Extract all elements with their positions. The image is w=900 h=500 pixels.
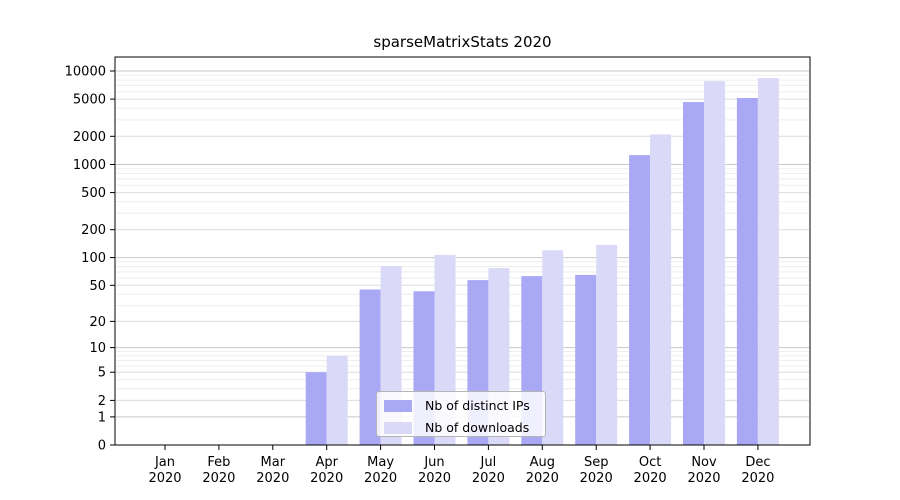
bar-apr-ips	[305, 372, 327, 445]
x-tick-label-month: Feb	[207, 455, 230, 470]
x-tick-label-month: Dec	[745, 455, 770, 470]
x-tick-label-month: Nov	[691, 455, 717, 470]
x-tick-label-month: May	[367, 455, 394, 470]
x-tick-label-month: Apr	[315, 455, 338, 470]
y-tick-label: 1000	[73, 158, 106, 173]
x-tick-label-year: 2020	[741, 471, 774, 486]
bar-aug-downloads	[542, 250, 564, 445]
y-tick-label: 20	[89, 315, 106, 330]
legend-swatch-distinct-ips	[384, 399, 412, 412]
y-tick-label: 2	[98, 394, 106, 409]
legend: Nb of distinct IPs Nb of downloads	[376, 391, 546, 437]
legend-item-distinct-ips: Nb of distinct IPs	[384, 396, 545, 415]
y-tick-label: 50	[89, 279, 106, 294]
x-tick-label-year: 2020	[148, 471, 181, 486]
legend-swatch-downloads	[384, 421, 412, 434]
x-tick-label-month: Jul	[480, 455, 497, 470]
y-tick-label: 100	[81, 251, 106, 266]
x-tick-label-year: 2020	[472, 471, 505, 486]
x-tick-label-year: 2020	[634, 471, 667, 486]
bar-sep-ips	[575, 274, 597, 445]
bar-nov-ips	[683, 102, 704, 445]
bar-may-ips	[359, 289, 381, 445]
bar-oct-downloads	[650, 134, 672, 445]
x-tick-label-year: 2020	[687, 471, 720, 486]
plot-border	[114, 56, 811, 446]
x-tick-label-month: Sep	[584, 455, 609, 470]
legend-label-distinct-ips: Nb of distinct IPs	[425, 398, 530, 413]
x-tick-label-year: 2020	[580, 471, 613, 486]
bar-nov-downloads	[704, 81, 725, 445]
x-tick-label-month: Mar	[261, 455, 286, 470]
x-tick-label-year: 2020	[256, 471, 289, 486]
y-tick-label: 0	[98, 439, 106, 454]
x-tick-label-year: 2020	[418, 471, 451, 486]
bar-dec-downloads	[757, 78, 779, 445]
x-tick-label-month: Jun	[423, 455, 444, 470]
y-tick-label: 5000	[73, 93, 106, 108]
y-tick-label: 500	[81, 186, 106, 201]
y-tick-label: 5	[98, 366, 106, 381]
bar-sep-downloads	[596, 244, 618, 445]
x-tick-label-year: 2020	[526, 471, 559, 486]
legend-label-downloads: Nb of downloads	[425, 420, 530, 435]
legend-item-downloads: Nb of downloads	[384, 418, 545, 437]
x-tick-label-year: 2020	[310, 471, 343, 486]
y-tick-label: 10	[89, 341, 106, 356]
bar-apr-downloads	[326, 355, 348, 445]
chart-title: sparseMatrixStats 2020	[373, 33, 552, 51]
x-tick-label-year: 2020	[202, 471, 235, 486]
x-tick-label-month: Oct	[639, 455, 661, 470]
y-tick-label: 1	[98, 410, 106, 425]
y-tick-label: 2000	[73, 130, 106, 145]
y-tick-label: 200	[81, 223, 106, 238]
x-tick-label-month: Aug	[530, 455, 555, 470]
bar-oct-ips	[629, 155, 651, 445]
bar-dec-ips	[736, 98, 758, 445]
x-tick-label-month: Jan	[154, 455, 175, 470]
x-tick-label-year: 2020	[364, 471, 397, 486]
y-tick-label: 10000	[65, 65, 106, 80]
